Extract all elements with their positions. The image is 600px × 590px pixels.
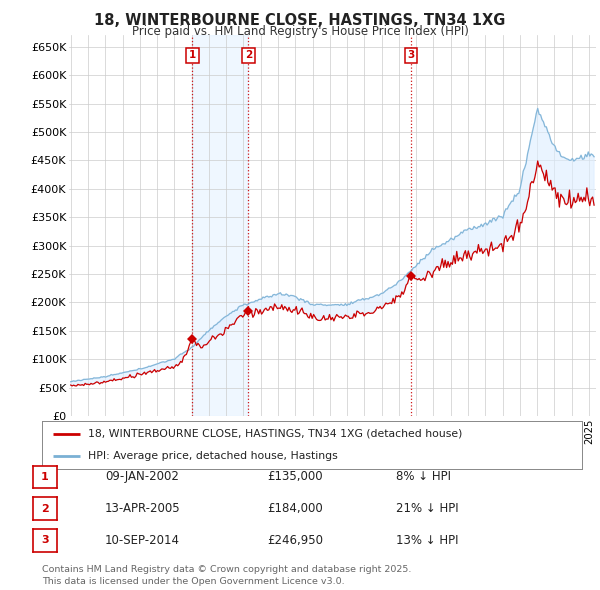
Text: HPI: Average price, detached house, Hastings: HPI: Average price, detached house, Hast… [88,451,338,461]
Text: 18, WINTERBOURNE CLOSE, HASTINGS, TN34 1XG (detached house): 18, WINTERBOURNE CLOSE, HASTINGS, TN34 1… [88,429,462,439]
Text: 3: 3 [41,536,49,545]
Text: 2: 2 [41,504,49,513]
Text: 09-JAN-2002: 09-JAN-2002 [105,470,179,483]
Text: 21% ↓ HPI: 21% ↓ HPI [396,502,458,515]
Text: Price paid vs. HM Land Registry's House Price Index (HPI): Price paid vs. HM Land Registry's House … [131,25,469,38]
Text: 2: 2 [245,50,252,60]
Text: Contains HM Land Registry data © Crown copyright and database right 2025.: Contains HM Land Registry data © Crown c… [42,565,412,574]
Text: 18, WINTERBOURNE CLOSE, HASTINGS, TN34 1XG: 18, WINTERBOURNE CLOSE, HASTINGS, TN34 1… [94,13,506,28]
Text: £184,000: £184,000 [267,502,323,515]
Text: This data is licensed under the Open Government Licence v3.0.: This data is licensed under the Open Gov… [42,577,344,586]
Text: 8% ↓ HPI: 8% ↓ HPI [396,470,451,483]
Text: 13-APR-2005: 13-APR-2005 [105,502,181,515]
Text: 13% ↓ HPI: 13% ↓ HPI [396,534,458,547]
Text: 1: 1 [188,50,196,60]
Text: 3: 3 [407,50,415,60]
Text: 1: 1 [41,472,49,481]
Text: 10-SEP-2014: 10-SEP-2014 [105,534,180,547]
Bar [193,35,248,416]
Text: £135,000: £135,000 [267,470,323,483]
Text: £246,950: £246,950 [267,534,323,547]
